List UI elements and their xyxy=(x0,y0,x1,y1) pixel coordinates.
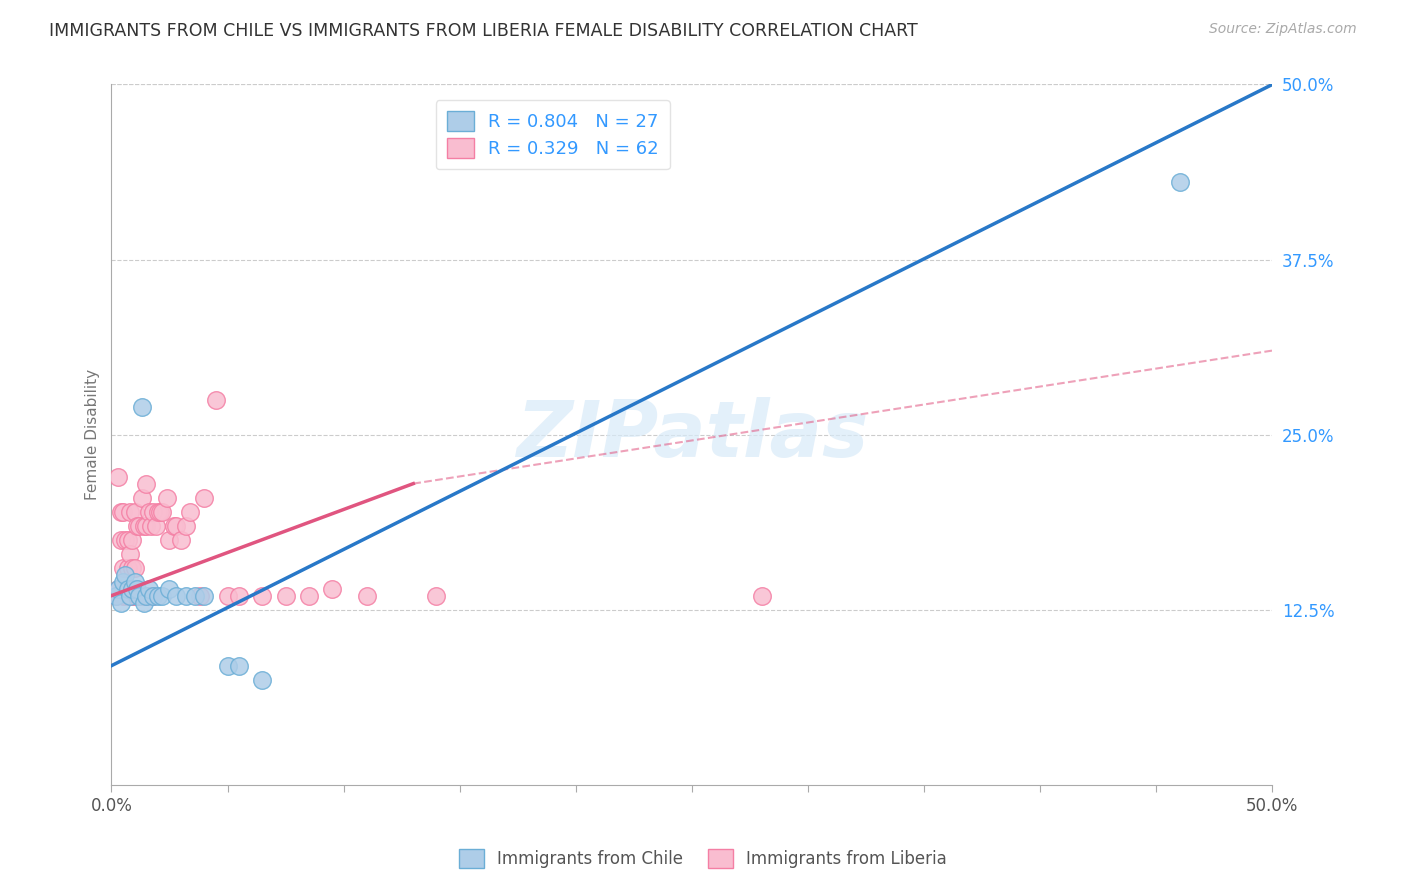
Point xyxy=(114,567,136,582)
Point xyxy=(228,658,250,673)
Point xyxy=(125,589,148,603)
Point xyxy=(174,589,197,603)
Text: Source: ZipAtlas.com: Source: ZipAtlas.com xyxy=(1209,22,1357,37)
Point xyxy=(110,596,132,610)
Text: IMMIGRANTS FROM CHILE VS IMMIGRANTS FROM LIBERIA FEMALE DISABILITY CORRELATION C: IMMIGRANTS FROM CHILE VS IMMIGRANTS FROM… xyxy=(49,22,918,40)
Point xyxy=(111,505,134,519)
Point xyxy=(107,582,129,596)
Point xyxy=(321,582,343,596)
Point xyxy=(1168,176,1191,190)
Point xyxy=(121,560,143,574)
Point xyxy=(217,589,239,603)
Point xyxy=(132,518,155,533)
Point xyxy=(170,533,193,547)
Point xyxy=(751,589,773,603)
Point xyxy=(117,560,139,574)
Point xyxy=(188,589,211,603)
Point xyxy=(179,505,201,519)
Point xyxy=(125,582,148,596)
Point xyxy=(105,589,128,603)
Point xyxy=(135,589,157,603)
Point xyxy=(111,589,134,603)
Point xyxy=(107,582,129,596)
Legend: R = 0.804   N = 27, R = 0.329   N = 62: R = 0.804 N = 27, R = 0.329 N = 62 xyxy=(436,101,669,169)
Point xyxy=(152,505,174,519)
Point xyxy=(105,589,128,603)
Point xyxy=(174,518,197,533)
Point xyxy=(135,589,157,603)
Point xyxy=(146,589,169,603)
Point xyxy=(184,589,207,603)
Text: ZIPatlas: ZIPatlas xyxy=(516,397,868,473)
Point xyxy=(124,505,146,519)
Point xyxy=(149,505,172,519)
Point xyxy=(252,673,274,687)
Point xyxy=(217,658,239,673)
Legend: Immigrants from Chile, Immigrants from Liberia: Immigrants from Chile, Immigrants from L… xyxy=(453,843,953,875)
Point xyxy=(121,533,143,547)
Point xyxy=(425,589,447,603)
Point xyxy=(142,589,165,603)
Point xyxy=(110,533,132,547)
Point xyxy=(121,589,143,603)
Point xyxy=(118,547,141,561)
Point xyxy=(356,589,378,603)
Point xyxy=(131,589,153,603)
Point xyxy=(118,505,141,519)
Y-axis label: Female Disability: Female Disability xyxy=(86,369,100,500)
Point xyxy=(114,589,136,603)
Point xyxy=(139,589,162,603)
Point xyxy=(163,518,186,533)
Point xyxy=(117,533,139,547)
Point xyxy=(128,589,150,603)
Point xyxy=(159,582,181,596)
Point xyxy=(165,589,187,603)
Point xyxy=(124,560,146,574)
Point xyxy=(110,505,132,519)
Point xyxy=(118,589,141,603)
Point xyxy=(165,518,187,533)
Point xyxy=(159,533,181,547)
Point xyxy=(121,582,143,596)
Point xyxy=(138,505,160,519)
Point xyxy=(139,518,162,533)
Point xyxy=(117,582,139,596)
Point xyxy=(107,469,129,483)
Point xyxy=(138,589,160,603)
Point xyxy=(193,589,215,603)
Point xyxy=(298,589,321,603)
Point xyxy=(125,518,148,533)
Point xyxy=(145,518,167,533)
Point xyxy=(128,518,150,533)
Point xyxy=(156,491,179,505)
Point xyxy=(111,560,134,574)
Point xyxy=(124,589,146,603)
Point xyxy=(117,589,139,603)
Point xyxy=(132,596,155,610)
Point xyxy=(131,491,153,505)
Point xyxy=(128,589,150,603)
Point xyxy=(111,574,134,589)
Point xyxy=(114,533,136,547)
Point xyxy=(138,582,160,596)
Point xyxy=(193,491,215,505)
Point xyxy=(124,574,146,589)
Point xyxy=(131,400,153,414)
Point xyxy=(274,589,297,603)
Point xyxy=(142,589,165,603)
Point xyxy=(135,518,157,533)
Point xyxy=(205,392,228,407)
Point xyxy=(152,589,174,603)
Point xyxy=(118,589,141,603)
Point xyxy=(142,505,165,519)
Point xyxy=(132,589,155,603)
Point xyxy=(146,505,169,519)
Point xyxy=(252,589,274,603)
Point xyxy=(228,589,250,603)
Point xyxy=(135,476,157,491)
